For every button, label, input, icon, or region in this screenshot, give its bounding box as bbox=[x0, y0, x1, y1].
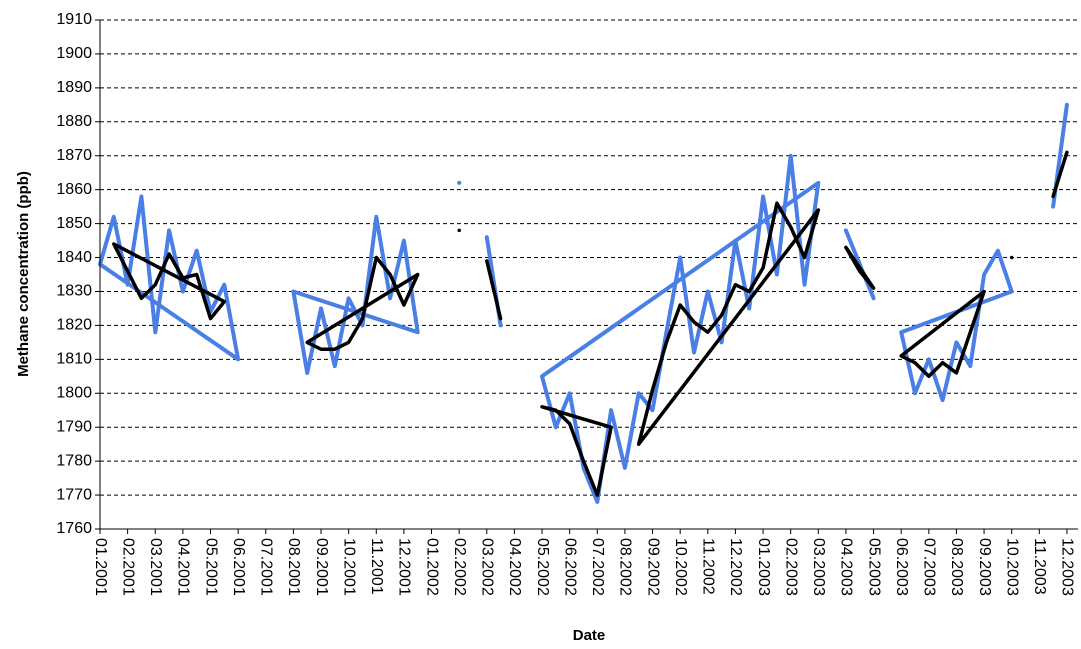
x-tick-label: 02.2001 bbox=[119, 538, 136, 596]
y-tick-label: 1880 bbox=[56, 113, 92, 130]
x-tick-label: 06.2001 bbox=[230, 538, 247, 596]
x-tick-label: 08.2002 bbox=[617, 538, 634, 596]
y-tick-label: 1910 bbox=[56, 11, 92, 28]
x-tick-label: 05.2002 bbox=[534, 538, 551, 596]
x-axis-label: Date bbox=[573, 627, 606, 644]
y-tick-label: 1790 bbox=[56, 418, 92, 435]
x-tick-label: 12.2002 bbox=[727, 538, 744, 596]
x-tick-label: 07.2001 bbox=[258, 538, 275, 596]
x-tick-label: 04.2003 bbox=[838, 538, 855, 596]
y-tick-label: 1850 bbox=[56, 215, 92, 232]
y-axis-label: Methane concentration (ppb) bbox=[15, 171, 32, 377]
x-tick-label: 01.2001 bbox=[92, 538, 109, 596]
y-tick-label: 1860 bbox=[56, 181, 92, 198]
x-tick-label: 08.2001 bbox=[285, 538, 302, 596]
x-tick-label: 11.2003 bbox=[1031, 538, 1048, 595]
x-tick-label: 04.2001 bbox=[175, 538, 192, 596]
y-tick-label: 1900 bbox=[56, 45, 92, 62]
x-tick-label: 11.2001 bbox=[368, 538, 385, 595]
y-tick-label: 1890 bbox=[56, 79, 92, 96]
x-tick-label: 11.2002 bbox=[700, 538, 717, 595]
x-tick-label: 01.2002 bbox=[423, 538, 440, 596]
y-tick-label: 1870 bbox=[56, 147, 92, 164]
x-tick-label: 03.2003 bbox=[810, 538, 827, 596]
x-tick-label: 05.2001 bbox=[202, 538, 219, 596]
x-tick-label: 02.2003 bbox=[782, 538, 799, 596]
x-tick-label: 02.2002 bbox=[451, 538, 468, 596]
x-tick-label: 03.2002 bbox=[479, 538, 496, 596]
x-tick-label: 09.2003 bbox=[976, 538, 993, 596]
x-tick-label: 06.2003 bbox=[893, 538, 910, 596]
y-tick-label: 1800 bbox=[56, 384, 92, 401]
x-tick-label: 05.2003 bbox=[865, 538, 882, 596]
series-line bbox=[112, 150, 1069, 497]
x-tick-label: 12.2003 bbox=[1059, 538, 1076, 596]
x-tick-label: 09.2001 bbox=[313, 538, 330, 596]
x-tick-label: 10.2002 bbox=[672, 538, 689, 596]
x-tick-label: 09.2002 bbox=[644, 538, 661, 596]
y-tick-label: 1770 bbox=[56, 486, 92, 503]
x-tick-label: 04.2002 bbox=[506, 538, 523, 596]
x-tick-label: 03.2001 bbox=[147, 538, 164, 596]
y-tick-label: 1810 bbox=[56, 351, 92, 368]
x-tick-label: 07.2003 bbox=[921, 538, 938, 596]
y-tick-label: 1840 bbox=[56, 249, 92, 266]
y-tick-label: 1830 bbox=[56, 283, 92, 300]
x-tick-label: 06.2002 bbox=[561, 538, 578, 596]
y-tick-label: 1820 bbox=[56, 317, 92, 334]
y-tick-label: 1780 bbox=[56, 452, 92, 469]
y-tick-label: 1760 bbox=[56, 520, 92, 537]
x-tick-label: 10.2001 bbox=[340, 538, 357, 596]
x-tick-label: 01.2003 bbox=[755, 538, 772, 596]
x-tick-label: 07.2002 bbox=[589, 538, 606, 596]
x-tick-label: 08.2003 bbox=[948, 538, 965, 596]
series-line bbox=[98, 102, 1069, 504]
x-tick-label: 12.2001 bbox=[396, 538, 413, 596]
x-tick-label: 10.2003 bbox=[1003, 538, 1020, 596]
